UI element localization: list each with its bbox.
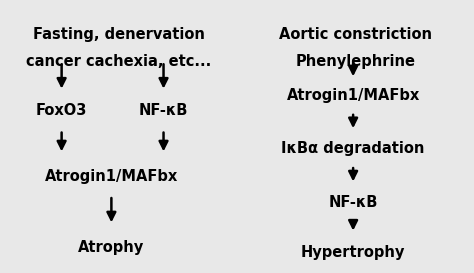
Text: Atrophy: Atrophy <box>78 240 145 254</box>
Text: Hypertrophy: Hypertrophy <box>301 245 405 260</box>
Text: Phenylephrine: Phenylephrine <box>295 54 416 69</box>
Text: NF-κB: NF-κB <box>139 103 188 118</box>
FancyBboxPatch shape <box>232 0 474 273</box>
Text: FoxO3: FoxO3 <box>36 103 87 118</box>
Text: IκBα degradation: IκBα degradation <box>282 141 425 156</box>
Text: NF-κB: NF-κB <box>328 195 378 209</box>
FancyBboxPatch shape <box>0 0 242 273</box>
Text: Atrogin1/MAFbx: Atrogin1/MAFbx <box>45 169 178 183</box>
Text: Fasting, denervation: Fasting, denervation <box>33 27 204 41</box>
Text: Aortic constriction: Aortic constriction <box>279 27 432 41</box>
Text: cancer cachexia, etc...: cancer cachexia, etc... <box>26 54 211 69</box>
Text: Atrogin1/MAFbx: Atrogin1/MAFbx <box>286 88 420 103</box>
